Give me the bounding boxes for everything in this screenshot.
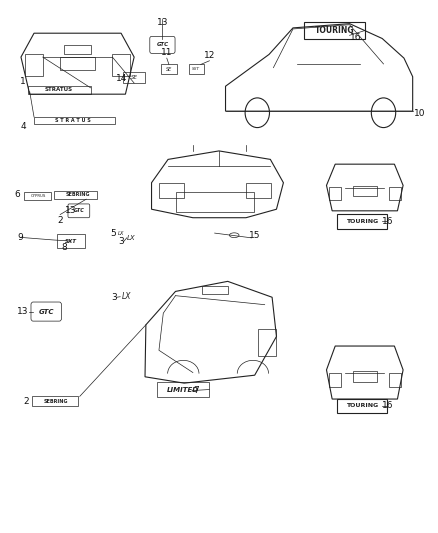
Text: GTC: GTC [156,42,169,47]
Bar [157,382,209,397]
Text: S T R A T U S: S T R A T U S [55,118,91,123]
Text: SEBRING: SEBRING [43,399,68,403]
Bar [304,22,365,39]
Bar [353,187,377,196]
Text: 9: 9 [17,233,23,242]
Bar [24,192,51,200]
Text: 1: 1 [20,77,26,86]
Bar [336,214,387,229]
Text: 3: 3 [111,293,117,302]
Text: LX: LX [122,292,131,301]
Text: GTC: GTC [39,309,54,314]
Text: LIMITED: LIMITED [167,386,199,392]
Bar [159,183,184,198]
Text: 11: 11 [161,48,173,57]
Bar [389,373,401,387]
Text: TOURING: TOURING [346,219,378,224]
Text: 15: 15 [249,231,260,240]
Text: 16: 16 [382,217,394,226]
Text: 13: 13 [18,307,29,316]
Text: 14: 14 [116,74,127,83]
Text: STRATUS: STRATUS [45,87,73,92]
Text: 7: 7 [193,386,199,395]
Text: 12: 12 [204,51,215,60]
Text: SXT: SXT [65,239,77,244]
Bar [123,72,145,83]
Text: SE: SE [166,67,172,72]
Bar [64,45,91,54]
Bar [201,286,228,294]
Text: 13: 13 [157,18,168,27]
Bar [328,188,341,200]
Bar [28,86,91,94]
Bar [328,373,341,387]
Text: 4: 4 [20,122,26,131]
Text: LX: LX [117,231,124,236]
Bar [177,192,254,213]
Text: SE: SE [131,75,138,80]
Text: TOURING: TOURING [314,26,354,35]
Text: TOURING: TOURING [346,403,378,408]
Text: 13: 13 [65,206,77,215]
Text: 2: 2 [23,397,29,406]
Text: LX: LX [127,235,135,241]
Text: SEBRING: SEBRING [65,192,90,197]
Text: GTC: GTC [74,208,84,213]
Bar [336,399,387,414]
Bar [25,54,43,76]
Text: 16: 16 [350,33,361,42]
Bar [188,64,204,74]
Bar [60,57,95,70]
Text: SXT: SXT [192,67,200,71]
Text: 2: 2 [57,216,63,225]
Text: 8: 8 [62,243,67,252]
Bar [246,183,271,198]
Bar [34,117,115,124]
Text: 16: 16 [382,401,394,410]
Bar [53,191,97,199]
Text: 3: 3 [118,237,124,246]
Text: 10: 10 [414,109,425,118]
Bar [389,188,401,200]
Bar [57,234,85,248]
Bar [258,329,276,356]
Text: 5: 5 [110,229,116,238]
Bar [32,397,78,406]
Text: 6: 6 [14,190,20,199]
Text: CYPRUS: CYPRUS [31,194,46,198]
Bar [161,64,177,74]
Bar [113,54,130,76]
Bar [353,371,377,382]
